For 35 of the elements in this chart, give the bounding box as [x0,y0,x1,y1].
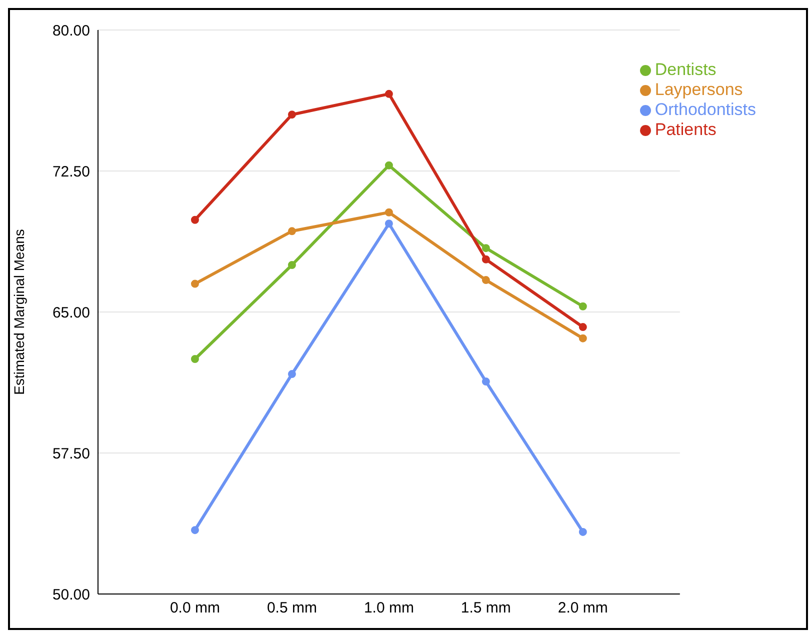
y-tick-label: 80.00 [52,22,90,40]
point [482,255,490,264]
point [190,526,199,534]
point [288,227,296,236]
x-tick-label: 2.0 mm [558,600,608,617]
point [384,208,393,216]
legend-label: Dentists [654,60,716,79]
point [190,216,199,224]
point [384,220,393,228]
point [482,378,490,386]
x-tick-label: 1.0 mm [364,600,414,617]
y-tick-label: 57.50 [52,445,90,462]
point [288,110,296,119]
point [578,528,587,536]
y-tick-label: 72.50 [52,163,90,180]
x-tick-label: 0.5 mm [266,600,317,617]
point [482,276,490,284]
legend-label: Patients [654,120,716,139]
point [190,280,199,288]
x-tick-label: 0.0 mm [170,600,220,617]
legend-label: Orthodontists [654,100,756,119]
point [288,370,296,378]
point [482,244,490,252]
legend-label: Laypersons [654,80,743,99]
point [578,334,587,342]
y-tick-label: 65.00 [52,304,90,322]
point [384,90,393,98]
point [288,261,296,269]
y-axis-title: Estimated Marginal Means [10,229,27,395]
y-tick-label: 50.00 [52,586,90,604]
point [384,161,393,170]
point [578,323,587,332]
x-tick-label: 1.5 mm [460,600,511,617]
point [190,355,199,363]
point [578,302,587,310]
